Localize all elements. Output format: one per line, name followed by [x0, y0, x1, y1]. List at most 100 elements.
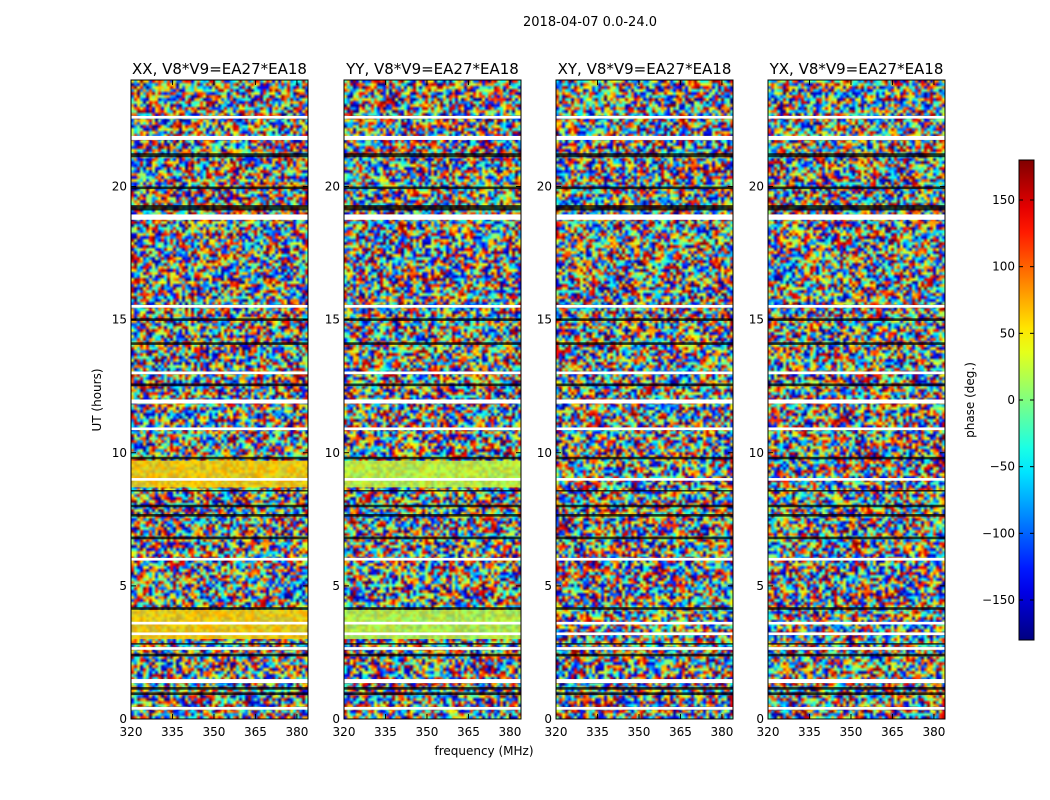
x-tick-label: 320	[120, 725, 143, 739]
dark-band	[344, 153, 521, 158]
flagged-band	[344, 632, 521, 636]
y-tick-label: 5	[332, 579, 340, 593]
flagged-band	[768, 399, 945, 404]
dark-band	[131, 318, 308, 321]
flagged-band	[344, 427, 521, 431]
dark-band	[131, 536, 308, 540]
x-tick-label: 350	[628, 725, 651, 739]
panel-title: YY, V8*V9=EA27*EA18	[345, 60, 519, 78]
y-tick-label: 15	[325, 313, 340, 327]
dark-band	[131, 456, 308, 460]
y-tick-label: 10	[537, 446, 552, 460]
dark-band	[768, 687, 945, 690]
flagged-band	[556, 214, 733, 220]
colorbar: 150 100 50 0 −50 −100 −150	[982, 159, 1035, 641]
dark-band	[344, 504, 521, 508]
dark-band	[556, 153, 733, 158]
panel-frame	[130, 79, 309, 720]
flagged-band	[131, 304, 308, 308]
x-tick-label: 335	[798, 725, 821, 739]
y-tick-label: 0	[332, 712, 340, 726]
flagged-band	[344, 707, 521, 710]
flagged-band	[556, 371, 733, 375]
flagged-band	[556, 427, 733, 431]
panel-frame	[343, 79, 522, 720]
coherent-band	[131, 460, 308, 488]
dark-band	[344, 205, 521, 211]
dark-band	[131, 513, 308, 517]
flagged-band	[131, 707, 308, 710]
colorbar-tick-label: 100	[992, 260, 1015, 274]
flagged-band	[556, 707, 733, 710]
dark-band	[556, 653, 733, 657]
dark-band	[556, 383, 733, 387]
dark-band	[344, 513, 521, 517]
dark-band	[344, 186, 521, 190]
flagged-band	[131, 135, 308, 140]
dark-band	[556, 687, 733, 690]
dark-band	[768, 186, 945, 190]
flagged-band	[131, 621, 308, 625]
colorbar-tick-label: −100	[982, 526, 1015, 540]
y-tick-label: 0	[119, 712, 127, 726]
x-tick-label: 380	[710, 725, 733, 739]
flagged-band	[131, 557, 308, 561]
colorbar-tick-label: 0	[1007, 393, 1015, 407]
dark-band	[131, 205, 308, 211]
flagged-band	[768, 557, 945, 561]
flagged-band	[556, 399, 733, 404]
panel-xx: XX, V8*V9=EA27*EA18 320 335 350 365 380 0 5 10 15…	[112, 60, 309, 739]
x-tick-label: 365	[244, 725, 267, 739]
dark-band	[556, 186, 733, 190]
dark-band	[768, 607, 945, 610]
flagged-band	[768, 679, 945, 684]
panel-yx: YX, V8*V9=EA27*EA18 320 335 350 365 380 0 5 10 15…	[749, 60, 946, 739]
dark-band	[131, 383, 308, 387]
y-tick-label: 15	[112, 313, 127, 327]
colorbar-tick-label: 150	[992, 193, 1015, 207]
dark-band	[131, 342, 308, 345]
y-tick-label: 20	[112, 180, 127, 194]
flagged-band	[131, 427, 308, 431]
flagged-band	[768, 214, 945, 220]
x-tick-label: 335	[374, 725, 397, 739]
y-tick-label: 0	[544, 712, 552, 726]
flagged-band	[344, 214, 521, 220]
dark-band	[768, 205, 945, 211]
flagged-band	[768, 115, 945, 119]
dark-band	[344, 383, 521, 387]
flagged-band	[131, 647, 308, 650]
coherent-band	[344, 460, 521, 488]
dark-band	[768, 490, 945, 492]
flagged-band	[768, 647, 945, 650]
dark-band	[768, 504, 945, 508]
panel-title: XY, V8*V9=EA27*EA18	[558, 60, 732, 78]
y-tick-label: 10	[325, 446, 340, 460]
flagged-band	[768, 304, 945, 308]
y-tick-label: 20	[325, 180, 340, 194]
dark-band	[556, 504, 733, 508]
dark-band	[344, 456, 521, 460]
dark-band	[131, 490, 308, 492]
x-tick-label: 350	[416, 725, 439, 739]
dark-band	[131, 186, 308, 190]
dark-band	[131, 687, 308, 690]
y-tick-label: 5	[756, 579, 764, 593]
dark-band	[131, 153, 308, 158]
flagged-band	[131, 214, 308, 220]
x-tick-label: 365	[669, 725, 692, 739]
dark-band	[344, 687, 521, 690]
dark-band	[344, 536, 521, 540]
flagged-band	[556, 632, 733, 636]
dark-band	[556, 342, 733, 345]
flagged-band	[344, 135, 521, 140]
flagged-band	[556, 557, 733, 561]
x-tick-label: 320	[757, 725, 780, 739]
flagged-band	[131, 371, 308, 375]
flagged-band	[768, 135, 945, 140]
y-tick-label: 5	[544, 579, 552, 593]
dark-band	[131, 504, 308, 508]
dark-band	[556, 513, 733, 517]
y-tick-label: 15	[749, 313, 764, 327]
colorbar-label: phase (deg.)	[963, 362, 977, 438]
